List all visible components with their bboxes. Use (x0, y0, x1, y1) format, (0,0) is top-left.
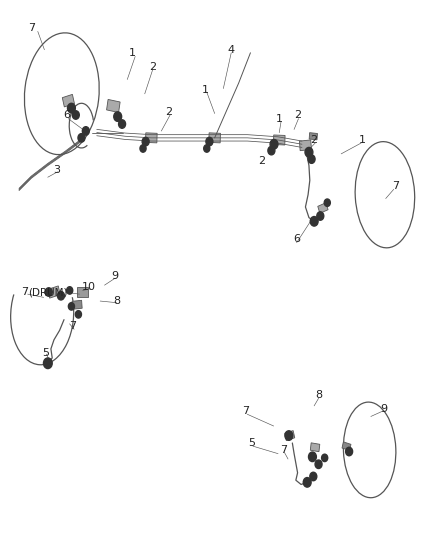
Bar (285, 431, 295, 440)
Circle shape (346, 447, 353, 456)
Text: 4: 4 (228, 45, 235, 54)
Circle shape (285, 431, 293, 440)
Text: 2: 2 (149, 62, 156, 72)
Bar (72, 300, 82, 309)
Text: 1: 1 (359, 135, 366, 145)
Circle shape (57, 292, 64, 300)
Circle shape (206, 138, 213, 146)
Circle shape (68, 303, 74, 310)
Bar (62, 94, 74, 107)
Text: 2: 2 (311, 135, 318, 145)
Text: 6: 6 (293, 234, 300, 244)
Circle shape (308, 155, 315, 164)
Text: 1: 1 (129, 48, 136, 58)
Text: 7: 7 (243, 406, 250, 416)
Circle shape (78, 134, 85, 142)
Text: 6: 6 (64, 110, 71, 120)
Circle shape (270, 140, 278, 149)
Text: 2: 2 (294, 110, 301, 120)
Circle shape (45, 288, 52, 296)
Text: 1: 1 (201, 85, 208, 95)
Text: 9: 9 (112, 271, 119, 281)
Circle shape (310, 472, 317, 481)
Circle shape (268, 147, 275, 155)
Text: 7: 7 (280, 445, 287, 455)
Bar (342, 442, 351, 450)
Circle shape (142, 138, 149, 146)
Bar (209, 133, 220, 143)
Circle shape (119, 120, 126, 128)
Bar (48, 286, 60, 298)
Circle shape (114, 112, 122, 122)
Circle shape (321, 454, 328, 462)
Text: 10: 10 (82, 282, 96, 292)
Circle shape (308, 452, 316, 462)
Text: 8: 8 (113, 296, 120, 306)
Text: 7: 7 (69, 321, 76, 331)
Text: 5: 5 (42, 348, 49, 358)
Text: 8: 8 (315, 390, 322, 400)
Bar (310, 443, 320, 451)
Circle shape (43, 358, 52, 368)
Text: 1: 1 (276, 114, 283, 124)
Text: 2: 2 (165, 107, 172, 117)
Circle shape (303, 478, 311, 487)
Text: (DRUM): (DRUM) (28, 287, 67, 297)
Circle shape (67, 287, 73, 294)
Bar (309, 133, 318, 140)
Circle shape (315, 460, 322, 469)
Circle shape (305, 148, 313, 157)
Bar (106, 100, 120, 112)
Circle shape (67, 103, 75, 113)
Text: 2: 2 (258, 156, 265, 166)
Circle shape (140, 145, 146, 152)
Circle shape (75, 311, 81, 318)
Text: 7: 7 (392, 181, 399, 191)
Circle shape (324, 199, 330, 206)
Bar (273, 135, 285, 145)
Circle shape (310, 216, 318, 226)
Text: 7: 7 (21, 287, 28, 297)
Text: 9: 9 (381, 404, 388, 414)
Bar (318, 203, 328, 213)
Bar (300, 140, 311, 151)
Circle shape (82, 127, 89, 135)
Bar (145, 133, 157, 143)
Circle shape (204, 145, 210, 152)
Bar (78, 287, 88, 296)
Circle shape (72, 111, 79, 119)
Circle shape (317, 212, 324, 220)
Text: 5: 5 (248, 438, 255, 448)
Text: 7: 7 (28, 23, 35, 34)
Text: 3: 3 (53, 165, 60, 175)
